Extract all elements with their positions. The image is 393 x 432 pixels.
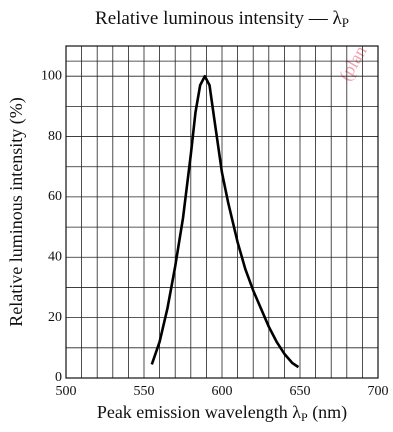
x-tick-label: 700 — [368, 384, 389, 399]
y-axis-label: Relative luminous intensity (%) — [6, 97, 27, 326]
plot-frame — [65, 45, 379, 379]
title-text: Relative luminous intensity — λ — [95, 8, 342, 29]
x-tick-label: 500 — [56, 384, 77, 399]
x-label-subscript: P — [301, 410, 308, 424]
y-tick-label: 20 — [48, 310, 62, 325]
y-tick-label: 100 — [41, 68, 62, 83]
title-subscript: P — [342, 15, 349, 30]
y-tick-label: 80 — [48, 129, 62, 144]
x-axis-label: Peak emission wavelength λP (nm) — [97, 402, 347, 424]
x-tick-label: 600 — [212, 384, 233, 399]
x-tick-label: 550 — [134, 384, 155, 399]
x-tick-label: 650 — [290, 384, 311, 399]
watermark: (plan — [335, 42, 372, 85]
data-line — [150, 74, 300, 369]
chart-title: Relative luminous intensity — λP — [95, 8, 349, 30]
y-tick-label: 0 — [55, 370, 62, 385]
y-tick-label: 60 — [48, 189, 62, 204]
x-label-text: Peak emission wavelength λ — [97, 402, 301, 422]
y-tick-label: 40 — [48, 249, 62, 264]
x-label-unit: (nm) — [308, 402, 348, 423]
